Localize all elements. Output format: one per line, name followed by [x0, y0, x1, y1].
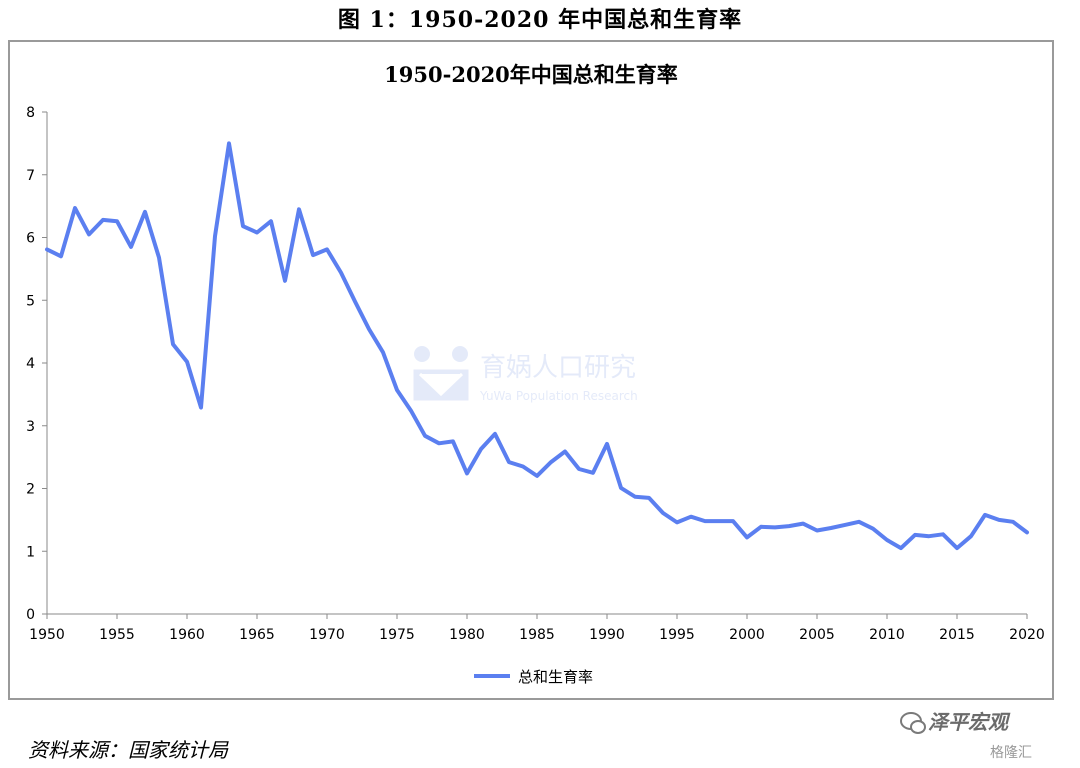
series-line — [45, 141, 1029, 551]
y-tick-label: 5 — [26, 293, 35, 309]
y-tick-label: 0 — [26, 607, 35, 623]
legend: 总和生育率 — [474, 668, 593, 686]
legend-label: 总和生育率 — [518, 668, 593, 686]
x-tick-label: 2020 — [1009, 627, 1045, 643]
y-tick-label: 4 — [26, 356, 35, 372]
figure-caption: 图 1：1950-2020 年中国总和生育率 — [337, 7, 743, 33]
y-tick-label: 7 — [26, 168, 35, 184]
x-tick-label: 2000 — [729, 627, 765, 643]
source-note: 资料来源：国家统计局 — [28, 738, 228, 762]
watermark-en: YuWa Population Research — [479, 389, 638, 403]
credit: 泽平宏观 — [900, 706, 1008, 735]
series-layer — [45, 141, 1029, 551]
x-tick-label: 1980 — [449, 627, 485, 643]
x-tick-label: 1990 — [589, 627, 625, 643]
credit-sub: 格隆汇 — [990, 745, 1032, 761]
x-tick-label: 2010 — [869, 627, 905, 643]
watermark: 育娲人口研究 YuWa Population Research — [410, 346, 638, 404]
watermark-logo-icon — [410, 346, 472, 404]
x-tick-label: 1960 — [169, 627, 205, 643]
x-tick-label: 2005 — [799, 627, 835, 643]
x-tick-label: 1965 — [239, 627, 275, 643]
x-tick-label: 2015 — [939, 627, 975, 643]
x-tick-label: 1985 — [519, 627, 555, 643]
y-tick-label: 1 — [26, 544, 35, 560]
x-tick-label: 1955 — [99, 627, 135, 643]
line-chart: 1950-2020年中国总和生育率 育娲人口研究 YuWa Population… — [26, 62, 1045, 686]
credit-name: 泽平宏观 — [928, 710, 1008, 734]
y-tick-label: 6 — [26, 231, 35, 247]
axes: 0 1 2 3 4 5 6 7 8 1950 1955 1960 1965 1970 1975 1980 198… — [26, 105, 1045, 643]
chart-frame: 1950-2020年中国总和生育率 育娲人口研究 YuWa Population… — [8, 40, 1054, 700]
x-tick-label: 1970 — [309, 627, 345, 643]
chart-title: 1950-2020年中国总和生育率 — [384, 62, 678, 87]
x-tick-label: 1995 — [659, 627, 695, 643]
x-tick-label: 1975 — [379, 627, 415, 643]
wechat-icon — [900, 711, 926, 734]
x-tick-label: 1950 — [29, 627, 65, 643]
watermark-cn: 育娲人口研究 — [480, 353, 636, 383]
y-tick-label: 2 — [26, 482, 35, 498]
y-tick-label: 3 — [26, 419, 35, 435]
y-tick-label: 8 — [26, 105, 35, 121]
